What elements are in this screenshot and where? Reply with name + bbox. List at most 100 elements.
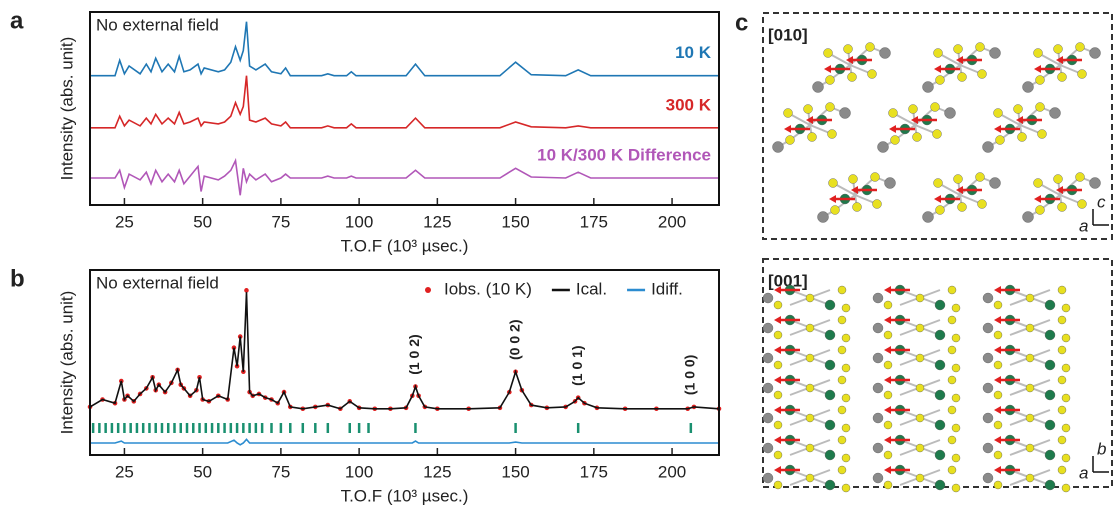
atom [885,178,896,189]
x-tick-label: 150 [501,462,529,481]
atom [958,203,967,212]
atom [954,175,963,184]
atom [1058,286,1066,294]
atom [763,383,773,393]
atom [773,142,784,153]
peak-label: (1 0 1) [569,345,585,385]
atom [1038,130,1047,139]
atom [825,390,835,400]
atom [1034,179,1043,188]
spin-arrow-head [884,436,891,444]
spin-arrow-head [889,125,896,133]
atom [994,331,1002,339]
atom [952,304,960,312]
atom [1014,105,1023,114]
atom [842,424,850,432]
atom [1036,76,1045,85]
atom [842,454,850,462]
atom [873,323,883,333]
annotation: No external field [96,273,219,292]
atom [813,82,824,93]
atom [838,406,846,414]
atom [880,48,891,59]
atom [983,473,993,483]
atom [916,354,924,362]
atom [1062,394,1070,402]
atom [935,300,945,310]
x-tick-label: 75 [271,462,290,481]
atom [948,436,956,444]
x-tick-label: 150 [501,212,529,231]
atom [954,45,963,54]
atom [884,421,892,429]
atom [1023,82,1034,93]
atom [884,331,892,339]
axis-letter: a [1079,216,1088,235]
atom [934,179,943,188]
atom [818,212,829,223]
atom [1036,206,1045,215]
atom [1050,108,1061,119]
atom [916,384,924,392]
atom [786,136,795,145]
x-axis-label: T.O.F (10³ µsec.) [341,486,469,505]
atom [983,443,993,453]
data-line [90,292,719,409]
peak-label: (1 0 2) [406,334,422,374]
atom [1045,330,1055,340]
atom [1076,173,1085,182]
atom [1058,203,1067,212]
atom [763,293,773,303]
atom [884,361,892,369]
atom [983,293,993,303]
atom [826,103,835,112]
atom [825,360,835,370]
spin-arrow-head [774,346,781,354]
atom [806,384,814,392]
atom [983,142,994,153]
y-axis-label: Intensity (abs. unit) [57,291,76,435]
atom [913,133,922,142]
atom [1078,200,1087,209]
atom [1062,484,1070,492]
atom [1045,420,1055,430]
panel-label: a [10,7,24,34]
panel-label: b [10,265,25,292]
plot-frame [90,270,719,455]
atom [829,179,838,188]
atom [873,200,882,209]
x-tick-label: 175 [580,212,608,231]
atom [945,108,956,119]
atom [1045,300,1055,310]
atom [842,304,850,312]
atom [994,301,1002,309]
spin-arrow-head [994,286,1001,294]
atom [1078,70,1087,79]
x-tick-label: 50 [193,462,212,481]
spin-arrow-head [994,406,1001,414]
atom [935,480,945,490]
atom [933,130,942,139]
atom [804,105,813,114]
series-label: 10 K [675,43,712,62]
x-tick-label: 100 [345,462,373,481]
atom [909,105,918,114]
atom [842,484,850,492]
atom [871,173,880,182]
atom [952,424,960,432]
x-axis-label: T.O.F (10³ µsec.) [341,236,469,255]
atom [976,173,985,182]
atom [976,43,985,52]
atom [842,334,850,342]
atom [774,391,782,399]
atom [849,175,858,184]
atom [916,474,924,482]
atom [994,361,1002,369]
spin-arrow-head [994,316,1001,324]
atom [838,286,846,294]
atom [1045,390,1055,400]
spin-arrow-head [774,406,781,414]
atom [774,301,782,309]
atom [952,334,960,342]
atom [774,421,782,429]
